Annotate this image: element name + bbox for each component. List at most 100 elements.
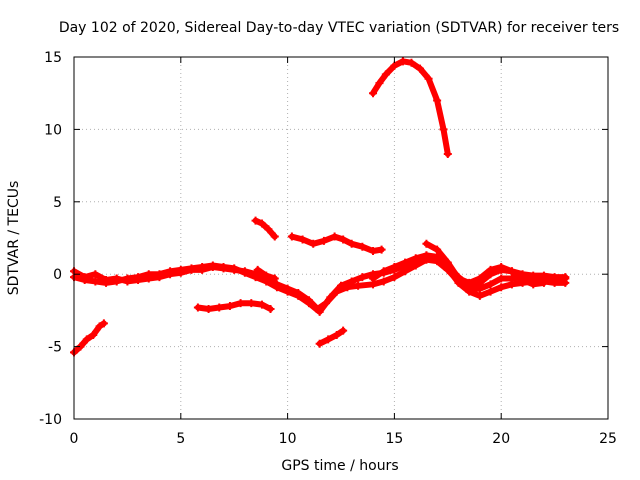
data-point bbox=[381, 70, 390, 79]
data-point bbox=[332, 331, 341, 340]
data-point bbox=[433, 245, 442, 254]
data-point bbox=[379, 277, 388, 286]
data-point bbox=[95, 322, 104, 331]
data-point bbox=[433, 96, 442, 105]
data-point bbox=[407, 58, 416, 67]
data-point bbox=[377, 245, 386, 254]
data-point bbox=[486, 287, 495, 296]
data-point bbox=[465, 287, 474, 296]
data-point bbox=[422, 251, 431, 260]
data-point bbox=[283, 287, 292, 296]
y-tick-label: 5 bbox=[53, 195, 62, 211]
data-point bbox=[507, 280, 516, 289]
data-point bbox=[326, 293, 335, 302]
data-point bbox=[347, 239, 356, 248]
data-point bbox=[219, 262, 228, 271]
data-point bbox=[497, 274, 506, 283]
data-point bbox=[82, 335, 91, 344]
x-axis-label: GPS time / hours bbox=[281, 458, 398, 474]
data-point bbox=[390, 61, 399, 70]
ticks: 0 5 10 15 20 25 -10 -5 0 5 10 15 bbox=[39, 50, 617, 447]
data-point bbox=[208, 261, 217, 270]
data-point bbox=[225, 302, 234, 311]
data-point bbox=[91, 270, 100, 279]
data-point bbox=[315, 307, 324, 316]
data-point bbox=[424, 74, 433, 83]
data-point bbox=[272, 283, 281, 292]
data-point bbox=[99, 319, 108, 328]
data-point bbox=[330, 232, 339, 241]
series-segment-mid-b bbox=[288, 233, 385, 254]
data-point bbox=[358, 242, 367, 251]
data-point bbox=[369, 274, 378, 283]
data-point bbox=[176, 265, 185, 274]
data-point bbox=[497, 262, 506, 271]
chart-title: Day 102 of 2020, Sidereal Day-to-day VTE… bbox=[59, 20, 619, 36]
series-trace-c-points bbox=[369, 251, 570, 300]
series-segment-short-points bbox=[253, 265, 279, 283]
series-group bbox=[70, 57, 570, 357]
data-point bbox=[358, 273, 367, 282]
y-tick-label: 0 bbox=[53, 267, 62, 283]
data-point bbox=[369, 247, 378, 256]
data-point bbox=[102, 278, 111, 287]
data-point bbox=[112, 277, 121, 286]
x-tick-label: 15 bbox=[385, 431, 403, 447]
data-point bbox=[507, 267, 516, 276]
data-point bbox=[433, 254, 442, 263]
data-point bbox=[539, 278, 548, 287]
data-point bbox=[379, 267, 388, 276]
data-point bbox=[486, 280, 495, 289]
data-point bbox=[347, 277, 356, 286]
data-point bbox=[475, 274, 484, 283]
data-point bbox=[294, 291, 303, 300]
data-point bbox=[401, 258, 410, 267]
data-point bbox=[309, 239, 318, 248]
data-point bbox=[369, 89, 378, 98]
data-point bbox=[390, 262, 399, 271]
data-point bbox=[375, 79, 384, 88]
data-point bbox=[134, 273, 143, 282]
data-point bbox=[304, 299, 313, 308]
data-point bbox=[144, 270, 153, 279]
data-point bbox=[264, 225, 273, 234]
series-segment-low-c bbox=[316, 327, 347, 347]
data-point bbox=[439, 125, 448, 134]
y-tick-label: -5 bbox=[48, 340, 62, 356]
series-segment-mid-a-points bbox=[251, 216, 279, 241]
data-point bbox=[257, 219, 266, 228]
series-segment-mid-b-points bbox=[287, 232, 386, 256]
data-point bbox=[166, 267, 175, 276]
data-point bbox=[486, 265, 495, 274]
data-point bbox=[518, 275, 527, 284]
data-point bbox=[204, 304, 213, 313]
data-point bbox=[80, 275, 89, 284]
data-point bbox=[230, 264, 239, 273]
y-tick-label: 10 bbox=[44, 122, 62, 138]
data-point bbox=[443, 258, 452, 267]
data-point bbox=[529, 280, 538, 289]
y-tick-label: 15 bbox=[44, 50, 62, 66]
data-point bbox=[287, 232, 296, 241]
x-tick-label: 0 bbox=[70, 431, 79, 447]
data-point bbox=[422, 239, 431, 248]
data-point bbox=[339, 235, 348, 244]
data-point bbox=[270, 274, 279, 283]
data-point bbox=[398, 57, 407, 66]
data-point bbox=[193, 303, 202, 312]
series-trace-d-points bbox=[422, 239, 548, 289]
data-point bbox=[123, 274, 132, 283]
data-point bbox=[270, 232, 279, 241]
data-point bbox=[251, 216, 260, 225]
data-point bbox=[247, 299, 256, 308]
data-point bbox=[475, 291, 484, 300]
data-point bbox=[187, 264, 196, 273]
data-point bbox=[240, 268, 249, 277]
data-point bbox=[416, 64, 425, 73]
x-tick-label: 5 bbox=[176, 431, 185, 447]
series-segment-low-c-points bbox=[315, 326, 348, 348]
series-segment-mid-a bbox=[252, 217, 278, 240]
data-point bbox=[253, 265, 262, 274]
series-arc-high-points bbox=[369, 57, 452, 159]
